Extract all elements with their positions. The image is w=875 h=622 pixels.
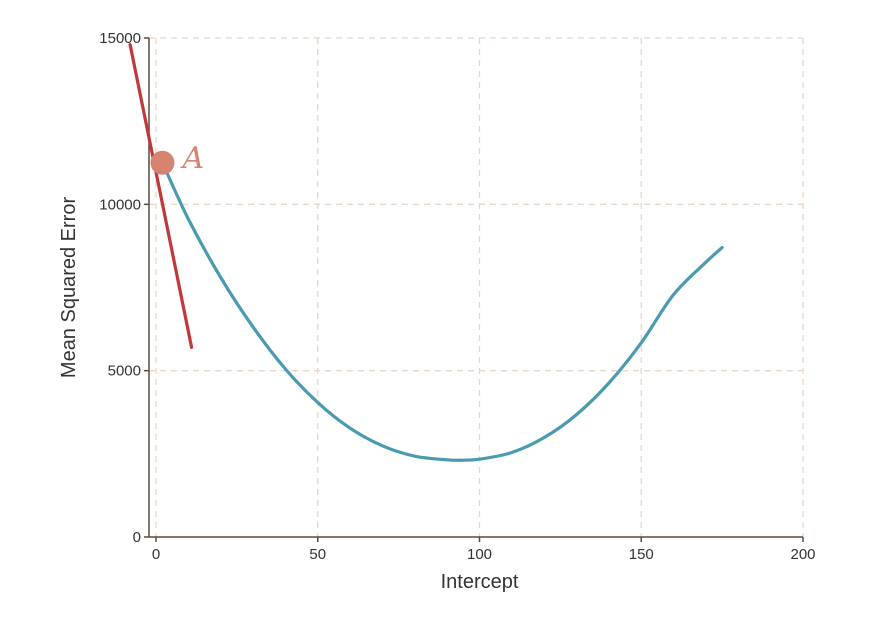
mse-curve: [160, 161, 724, 462]
x-tick-label: 200: [790, 546, 815, 563]
x-tick-label: 0: [152, 546, 160, 563]
x-tick-label: 50: [309, 546, 326, 563]
y-tick-label: 10000: [99, 196, 141, 213]
x-tick-label: 100: [467, 546, 492, 563]
y-tick-label: 5000: [108, 363, 141, 380]
plot-area: A: [128, 43, 724, 462]
axes: [144, 37, 804, 542]
point-a-marker: [150, 150, 175, 175]
x-tick-label: 150: [629, 546, 654, 563]
tangent-line: [128, 43, 194, 349]
y-axis-title: Mean Squared Error: [58, 197, 80, 379]
y-tick-label: 15000: [99, 30, 141, 47]
tick-labels: 0 5000 10000 15000 0 50 100 150 200: [99, 30, 815, 563]
x-axis-title: Intercept: [441, 571, 519, 593]
grid-lines: [149, 37, 804, 537]
point-a-label: A: [179, 141, 204, 176]
y-tick-label: 0: [133, 529, 141, 546]
